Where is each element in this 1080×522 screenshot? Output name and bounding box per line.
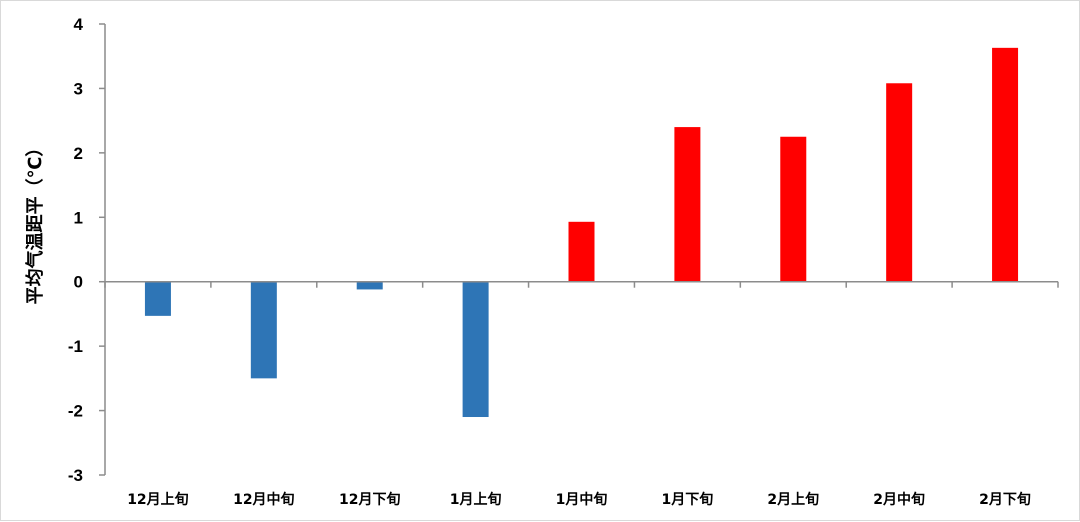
- bar-4: [462, 281, 489, 418]
- bar-9: [992, 47, 1019, 282]
- y-tick-label: 3: [74, 79, 83, 98]
- x-category-label: 12月下旬: [339, 491, 400, 508]
- axes-group: [104, 24, 1058, 475]
- y-tick-label: 4: [74, 15, 84, 34]
- bar-7: [780, 136, 807, 282]
- x-category-label: 2月中旬: [873, 491, 925, 508]
- bar-6: [674, 127, 701, 282]
- x-category-label: 1月中旬: [556, 491, 608, 508]
- bar-3: [356, 281, 383, 290]
- bar-2: [250, 281, 277, 379]
- x-category-label: 2月下旬: [979, 491, 1031, 508]
- y-tick-label: 1: [74, 208, 83, 227]
- x-category-label: 1月上旬: [450, 491, 502, 508]
- y-tick-label: 2: [74, 144, 83, 163]
- x-category-label: 2月上旬: [767, 491, 819, 508]
- y-axis-label: 平均气温距平（℃）: [24, 139, 46, 305]
- x-ticks-group: 12月上旬 12月中旬 12月下旬 1月上旬 1月中旬 1月下旬 2月上旬 2月中旬 2月下旬: [104, 281, 1059, 508]
- y-tick-label: -1: [68, 337, 83, 356]
- bar-5: [568, 221, 595, 282]
- bars-group: [144, 47, 1019, 418]
- x-category-label: 12月中旬: [233, 491, 294, 508]
- y-tick-label: 0: [74, 273, 83, 292]
- y-ticks-group: 4 3 2 1 0 -1 -2 -3: [68, 15, 105, 485]
- bar-1: [144, 281, 171, 316]
- bar-8: [886, 83, 913, 282]
- x-category-label: 1月下旬: [662, 491, 714, 508]
- y-tick-label: -2: [68, 402, 83, 421]
- y-tick-label: -3: [68, 466, 83, 485]
- x-category-label: 12月上旬: [127, 491, 188, 508]
